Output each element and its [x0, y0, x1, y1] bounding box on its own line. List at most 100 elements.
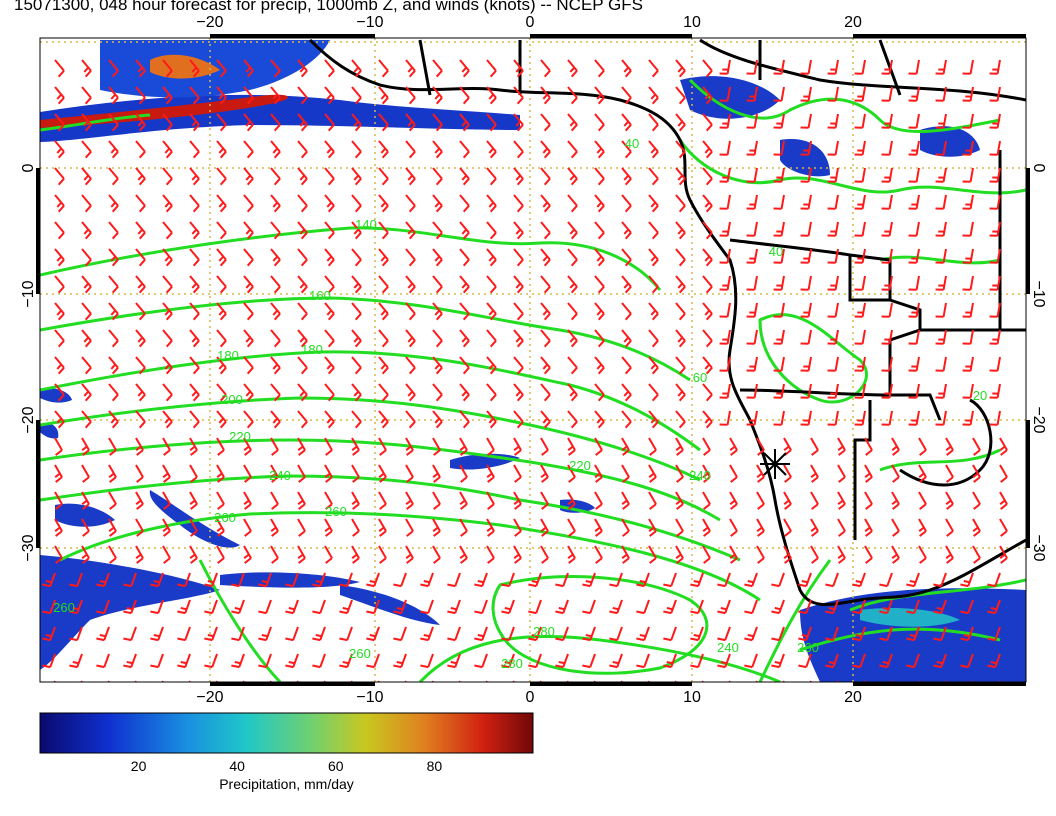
wind-barb: [297, 167, 308, 186]
wind-barb: [825, 626, 839, 642]
wind-barb: [702, 59, 713, 78]
wind-barb: [351, 86, 362, 105]
wind-barb: [459, 410, 470, 429]
wind-barb: [432, 140, 443, 159]
wind-barb: [189, 113, 200, 132]
wind-barb: [906, 653, 920, 669]
precip-line-4: [340, 585, 440, 625]
wind-barb: [609, 653, 623, 669]
frame-bars: [36, 34, 1030, 686]
wind-barb: [96, 599, 110, 615]
wind-barb: [594, 545, 603, 564]
wind-barb: [935, 140, 947, 156]
wind-barb: [486, 113, 497, 132]
wind-barb: [486, 410, 497, 429]
wind-barb: [270, 518, 279, 537]
wind-barb: [458, 680, 461, 682]
wind-barb: [54, 356, 65, 375]
wind-barb: [773, 86, 785, 102]
wind-barb: [783, 545, 792, 564]
wind-barb: [962, 383, 974, 399]
wind-barb: [81, 410, 92, 429]
wind-barb: [800, 140, 812, 156]
wind-barb: [54, 518, 63, 537]
wind-barb: [216, 248, 227, 267]
wind-barb: [189, 383, 200, 402]
wind-barb: [204, 599, 218, 615]
wind-barb: [312, 653, 326, 669]
wind-barb: [771, 626, 785, 642]
wind-barb: [189, 86, 200, 105]
wind-barb: [783, 464, 792, 483]
wind-barb: [540, 464, 549, 483]
wind-barb: [270, 491, 279, 510]
wind-barb: [972, 437, 981, 456]
wind-barb: [297, 275, 308, 294]
wind-barb: [648, 86, 659, 105]
wind-barb: [108, 437, 117, 456]
wind-barb: [486, 248, 497, 267]
wind-barb: [486, 221, 497, 240]
wind-barb: [312, 572, 326, 588]
wind-barb: [486, 383, 497, 402]
contour-label: 20: [973, 388, 987, 403]
wind-barb: [81, 248, 92, 267]
wind-barb: [636, 572, 650, 588]
wind-barb: [270, 383, 281, 402]
wind-barb: [432, 518, 441, 537]
wind-barb: [285, 599, 299, 615]
wind-barb: [431, 680, 434, 682]
wind-barb: [773, 140, 785, 156]
wind-barb: [54, 248, 65, 267]
wind-barb: [594, 437, 603, 456]
wind-barb: [324, 437, 333, 456]
wind-barb: [324, 491, 333, 510]
wind-barb: [243, 59, 254, 78]
wind-barb: [918, 491, 927, 510]
wind-barb: [405, 275, 416, 294]
lon-tick-label-bottom: −10: [356, 689, 383, 706]
wind-barb: [773, 248, 785, 264]
wind-barb: [987, 599, 1001, 615]
wind-barb: [989, 140, 1001, 156]
wind-barb: [717, 653, 731, 669]
wind-barb: [719, 410, 731, 426]
contour-140: [40, 226, 662, 291]
wind-barb: [702, 464, 711, 483]
wind-barb: [339, 626, 353, 642]
wind-barb: [879, 599, 893, 615]
wind-barb: [773, 356, 785, 372]
wind-barb: [54, 59, 65, 78]
wind-barb: [270, 356, 281, 375]
wind-barb: [621, 302, 632, 321]
wind-barb: [258, 653, 272, 669]
wind-barb: [837, 464, 846, 483]
wind-barb: [621, 275, 632, 294]
wind-barb: [675, 140, 686, 159]
wind-barb: [935, 194, 947, 210]
wind-barb: [80, 680, 83, 682]
contour-240b: [758, 559, 832, 682]
wind-barb: [800, 275, 812, 291]
wind-barb: [351, 194, 362, 213]
wind-barb: [512, 680, 515, 682]
wind-barb: [81, 59, 92, 78]
wind-barb: [459, 275, 470, 294]
wind-barb: [798, 653, 812, 669]
wind-barb: [405, 410, 416, 429]
wind-barb: [378, 383, 389, 402]
wind-barb: [540, 275, 551, 294]
wind-barb: [459, 383, 470, 402]
wind-barb: [773, 275, 785, 291]
contour-label: 180: [301, 342, 323, 357]
wind-barb: [162, 464, 171, 483]
wind-barb: [719, 59, 731, 75]
wind-barb: [108, 86, 119, 105]
border-north-2: [418, 39, 432, 96]
wind-barb: [594, 86, 605, 105]
wind-barb: [81, 437, 90, 456]
wind-barb: [621, 545, 630, 564]
wind-barb: [756, 518, 765, 537]
wind-barb: [393, 626, 407, 642]
